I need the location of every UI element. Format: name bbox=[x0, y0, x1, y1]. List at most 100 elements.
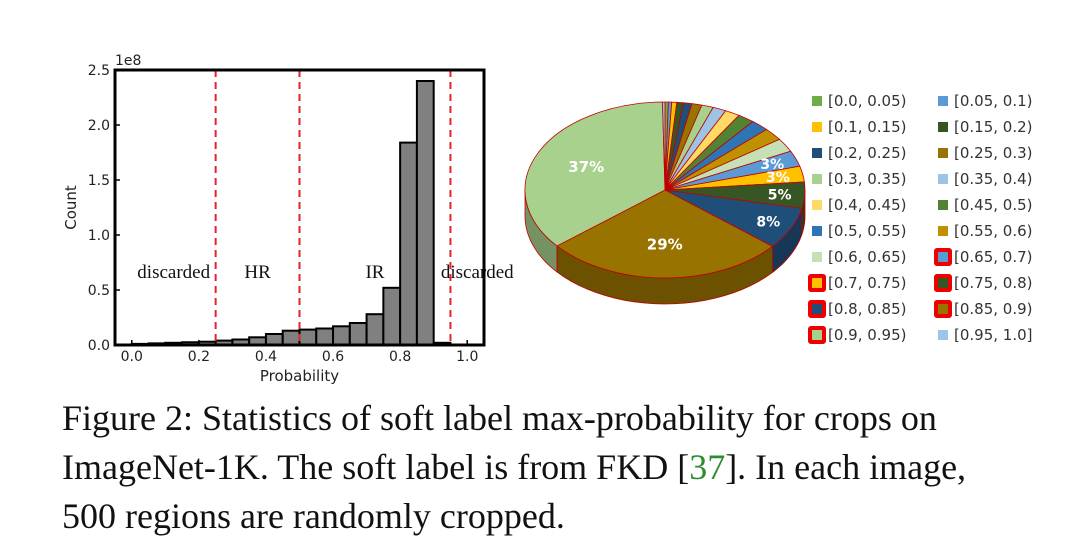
histogram-bar bbox=[415, 80, 435, 346]
legend-item: [0.8, 0.85) bbox=[808, 300, 938, 318]
legend-item: [0.55, 0.6) bbox=[938, 222, 1064, 240]
y-tick-label: 0.0 bbox=[88, 338, 110, 354]
region-label: IR bbox=[365, 262, 384, 283]
pie-chart: 3%3%5%8%29%37% bbox=[524, 101, 806, 305]
legend-label: [0.3, 0.35) bbox=[828, 170, 907, 188]
y-axis-label: Count bbox=[62, 185, 80, 230]
legend-swatch bbox=[808, 274, 826, 292]
legend-swatch bbox=[938, 330, 948, 340]
legend-row: [0.4, 0.45) [0.45, 0.5) bbox=[812, 192, 1077, 218]
legend-swatch bbox=[934, 274, 952, 292]
legend-swatch bbox=[934, 248, 952, 266]
legend-swatch bbox=[938, 122, 948, 132]
histogram-chart: discarded HR IR discarded 0.0 0.2 0.4 0.6 0.8 1.0… bbox=[62, 53, 514, 385]
region-label: discarded bbox=[441, 262, 514, 283]
pie-slice bbox=[662, 101, 666, 191]
legend-swatch bbox=[812, 96, 822, 106]
pie-data-label: 8% bbox=[756, 215, 780, 231]
caption-suffix: ]. In each image, 500 regions are random… bbox=[62, 447, 967, 536]
legend-label: [0.45, 0.5) bbox=[954, 196, 1033, 214]
legend-label: [0.05, 0.1) bbox=[954, 92, 1033, 110]
x-tick-label: 0.4 bbox=[255, 349, 277, 365]
legend-swatch bbox=[938, 148, 948, 158]
y-tick-label: 2.0 bbox=[88, 118, 110, 134]
histogram-bar bbox=[399, 141, 418, 346]
pie-data-label: 3% bbox=[766, 170, 790, 186]
x-tick-label: 0.8 bbox=[389, 349, 411, 365]
legend-swatch bbox=[812, 252, 822, 262]
legend-item: [0.25, 0.3) bbox=[938, 144, 1064, 162]
region-label: HR bbox=[244, 262, 271, 283]
caption-reference-link[interactable]: 37 bbox=[689, 447, 726, 487]
region-label: discarded bbox=[137, 262, 210, 283]
legend-label: [0.55, 0.6) bbox=[954, 222, 1033, 240]
legend-label: [0.65, 0.7) bbox=[954, 248, 1033, 266]
x-tick-label: 0.6 bbox=[322, 349, 344, 365]
legend-item: [0.35, 0.4) bbox=[938, 170, 1064, 188]
pie-data-label: 5% bbox=[768, 187, 792, 203]
pie-data-label: 29% bbox=[647, 236, 683, 254]
legend-label: [0.2, 0.25) bbox=[828, 144, 907, 162]
legend-row: [0.8, 0.85) [0.85, 0.9) bbox=[808, 296, 1077, 322]
legend-swatch bbox=[938, 200, 948, 210]
legend-item: [0.3, 0.35) bbox=[812, 170, 938, 188]
legend-item: [0.4, 0.45) bbox=[812, 196, 938, 214]
legend-swatch bbox=[812, 122, 822, 132]
histogram-bar bbox=[365, 313, 385, 347]
legend-item: [0.05, 0.1) bbox=[938, 92, 1064, 110]
y-tick-label: 0.5 bbox=[88, 283, 110, 299]
legend-label: [0.6, 0.65) bbox=[828, 248, 907, 266]
legend-row: [0.6, 0.65) [0.65, 0.7) bbox=[812, 244, 1077, 270]
y-tick-label: 1.0 bbox=[88, 228, 110, 244]
legend-item: [0.2, 0.25) bbox=[812, 144, 938, 162]
x-tick-label: 1.0 bbox=[456, 349, 478, 365]
legend-row: [0.3, 0.35) [0.35, 0.4) bbox=[812, 166, 1077, 192]
y-scale-label: 1e8 bbox=[115, 53, 141, 69]
legend-label: [0.8, 0.85) bbox=[828, 300, 907, 318]
legend-label: [0.35, 0.4) bbox=[954, 170, 1033, 188]
histogram-bar bbox=[281, 329, 301, 347]
histogram-bar bbox=[298, 328, 318, 347]
legend-row: [0.9, 0.95) [0.95, 1.0] bbox=[808, 322, 1077, 348]
y-tick-label: 2.5 bbox=[88, 63, 110, 79]
x-tick-label: 0.2 bbox=[188, 349, 210, 365]
legend-swatch bbox=[812, 174, 822, 184]
legend-label: [0.0, 0.05) bbox=[828, 92, 907, 110]
y-tick-label: 1.5 bbox=[88, 173, 110, 189]
pie-slice bbox=[524, 101, 666, 247]
histogram-bar bbox=[348, 322, 368, 346]
legend-row: [0.7, 0.75) [0.75, 0.8) bbox=[808, 270, 1077, 296]
legend-item: [0.7, 0.75) bbox=[808, 274, 938, 292]
legend-row: [0.2, 0.25) [0.25, 0.3) bbox=[812, 140, 1077, 166]
legend-item: [0.0, 0.05) bbox=[812, 92, 938, 110]
legend-swatch bbox=[812, 200, 822, 210]
legend-swatch bbox=[938, 226, 948, 236]
legend-swatch bbox=[938, 96, 948, 106]
legend-item: [0.45, 0.5) bbox=[938, 196, 1064, 214]
legend-swatch bbox=[934, 300, 952, 318]
pie-legend: [0.0, 0.05) [0.05, 0.1) [0.1, 0.15) [0.15, … bbox=[808, 88, 1077, 348]
legend-label: [0.75, 0.8) bbox=[954, 274, 1033, 292]
legend-swatch bbox=[808, 326, 826, 344]
legend-label: [0.95, 1.0] bbox=[954, 326, 1033, 344]
pie-slice bbox=[556, 189, 774, 279]
pie-data-label: 37% bbox=[568, 158, 604, 176]
legend-swatch bbox=[808, 300, 826, 318]
legend-label: [0.7, 0.75) bbox=[828, 274, 907, 292]
histogram-bar bbox=[332, 325, 351, 346]
histogram-bar bbox=[264, 333, 284, 346]
legend-label: [0.25, 0.3) bbox=[954, 144, 1033, 162]
legend-label: [0.1, 0.15) bbox=[828, 118, 907, 136]
legend-label: [0.9, 0.95) bbox=[828, 326, 907, 344]
histogram-bar bbox=[315, 327, 335, 346]
plot-frame bbox=[113, 68, 486, 347]
legend-item: [0.9, 0.95) bbox=[808, 326, 938, 344]
histogram-bar bbox=[382, 286, 402, 346]
legend-item: [0.65, 0.7) bbox=[934, 248, 1064, 266]
legend-row: [0.5, 0.55) [0.55, 0.6) bbox=[812, 218, 1077, 244]
legend-row: [0.0, 0.05) [0.05, 0.1) bbox=[812, 88, 1077, 114]
legend-item: [0.15, 0.2) bbox=[938, 118, 1064, 136]
legend-item: [0.75, 0.8) bbox=[934, 274, 1064, 292]
legend-item: [0.85, 0.9) bbox=[934, 300, 1064, 318]
